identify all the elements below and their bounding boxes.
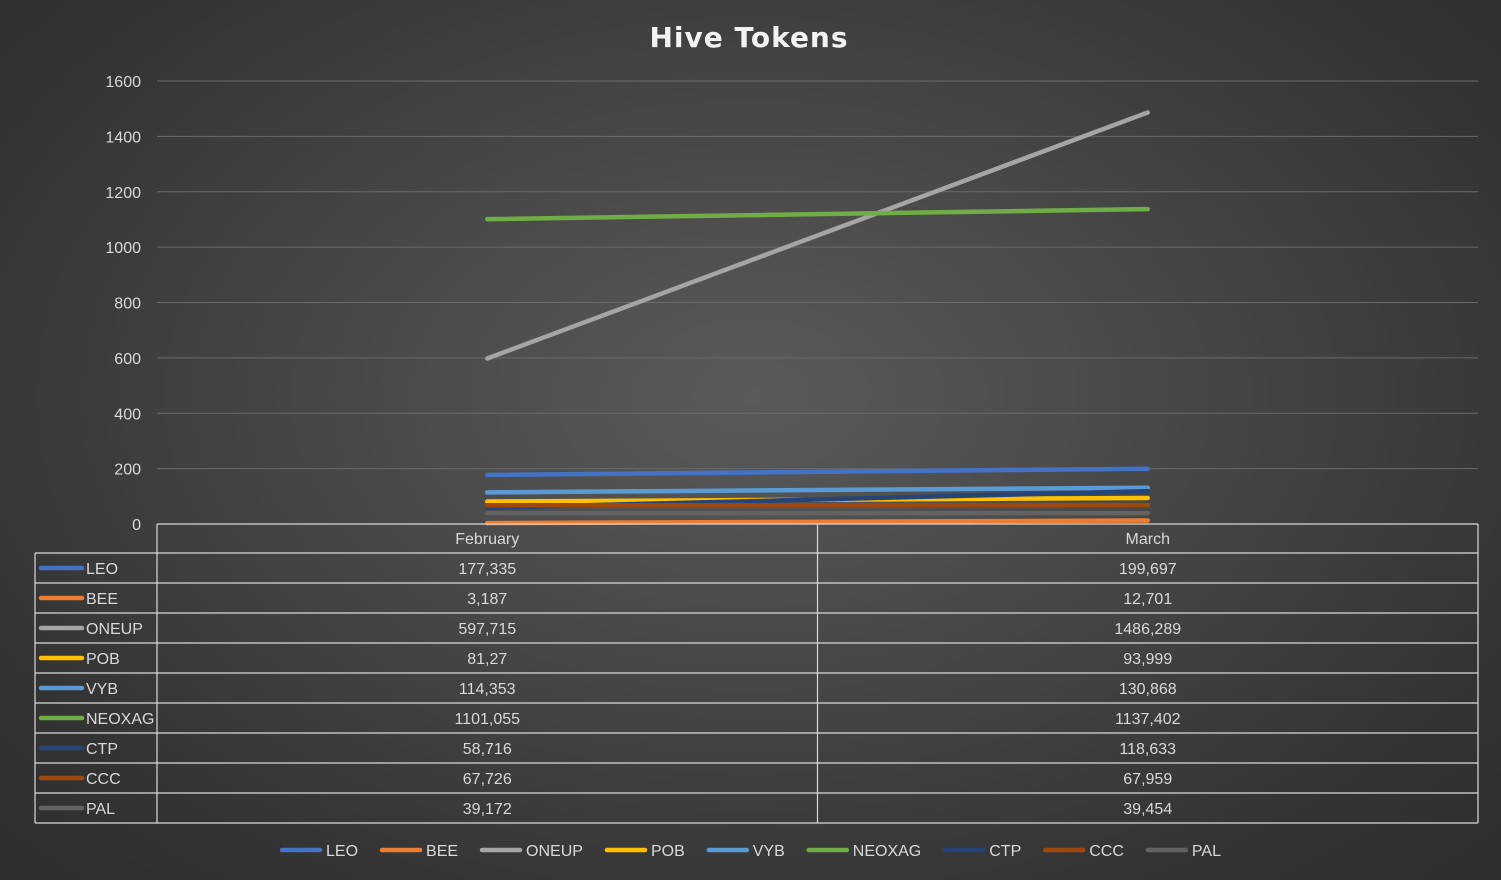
series-line-oneup	[485, 110, 1150, 361]
legend-item-ccc: CCC	[1042, 843, 1124, 860]
data-label: 93,999	[1123, 651, 1172, 668]
x-category-label: February	[455, 531, 519, 548]
data-label: 130,868	[1119, 681, 1177, 698]
series-line-bee	[485, 518, 1150, 526]
legend-item-pal: PAL	[1145, 843, 1221, 860]
x-category-label: March	[1126, 531, 1170, 548]
legend-item-neoxag: NEOXAG	[806, 843, 921, 860]
data-label: 67,726	[463, 771, 512, 788]
legend-label: LEO	[326, 843, 358, 860]
data-label: 1486,289	[1114, 621, 1181, 638]
legend-item-pob: POB	[604, 843, 685, 860]
legend-item-ctp: CTP	[942, 843, 1021, 860]
legend-label: VYB	[753, 843, 785, 860]
y-tick-label: 200	[114, 462, 141, 479]
data-label: 199,697	[1119, 561, 1177, 578]
y-tick-label: 1600	[105, 74, 141, 91]
data-label: 39,454	[1123, 801, 1172, 818]
legend-label: POB	[651, 843, 685, 860]
table-series-name: VYB	[86, 681, 118, 698]
legend-label: NEOXAG	[853, 843, 921, 860]
data-label: 67,959	[1123, 771, 1172, 788]
table-series-name: CTP	[86, 741, 118, 758]
table-series-name: NEOXAG	[86, 711, 154, 728]
y-axis-ticks: 0 200 400 600 800 1000 1200 1400 1600	[105, 74, 141, 534]
legend-label: PAL	[1192, 843, 1221, 860]
table-series-name: PAL	[86, 801, 115, 818]
legend-label: CTP	[989, 843, 1021, 860]
data-label: 81,27	[467, 651, 507, 668]
table-series-name: CCC	[86, 771, 121, 788]
data-table: February March LEO 177,335 199,697 BEE 3,187 12…	[34, 523, 1479, 824]
gridlines	[157, 80, 1478, 470]
data-label: 1137,402	[1115, 711, 1181, 728]
y-tick-label: 1000	[105, 240, 141, 257]
series-line-neoxag	[485, 206, 1150, 222]
series-line-vyb	[485, 485, 1150, 495]
y-tick-label: 1400	[105, 129, 141, 146]
data-label: 12,701	[1123, 591, 1172, 608]
data-label: 39,172	[463, 801, 512, 818]
legend: LEO BEE ONEUP POB VYB NEOXAG CTP CCC PAL	[279, 843, 1221, 860]
legend-item-leo: LEO	[279, 843, 358, 860]
y-tick-label: 400	[114, 406, 141, 423]
data-label: 58,716	[463, 741, 512, 758]
legend-label: ONEUP	[526, 843, 583, 860]
data-label: 118,633	[1119, 741, 1176, 758]
data-label: 114,353	[459, 681, 516, 698]
series-line-leo	[485, 466, 1150, 478]
y-tick-label: 800	[114, 296, 141, 313]
legend-label: CCC	[1089, 843, 1124, 860]
data-label: 1101,055	[454, 711, 520, 728]
table-series-name: BEE	[86, 591, 118, 608]
legend-item-vyb: VYB	[706, 843, 785, 860]
table-series-name: LEO	[86, 561, 118, 578]
y-tick-label: 1200	[105, 185, 141, 202]
series-lines	[485, 110, 1150, 526]
table-series-name: ONEUP	[86, 621, 143, 638]
legend-item-oneup: ONEUP	[479, 843, 583, 860]
table-series-name: POB	[86, 651, 120, 668]
y-tick-label: 600	[114, 351, 141, 368]
legend-label: BEE	[426, 843, 458, 860]
y-tick-label: 0	[132, 517, 141, 534]
chart-title: Hive Tokens	[649, 21, 848, 54]
legend-item-bee: BEE	[379, 843, 458, 860]
data-label: 597,715	[458, 621, 516, 638]
data-label: 3,187	[467, 591, 507, 608]
data-label: 177,335	[458, 561, 516, 578]
